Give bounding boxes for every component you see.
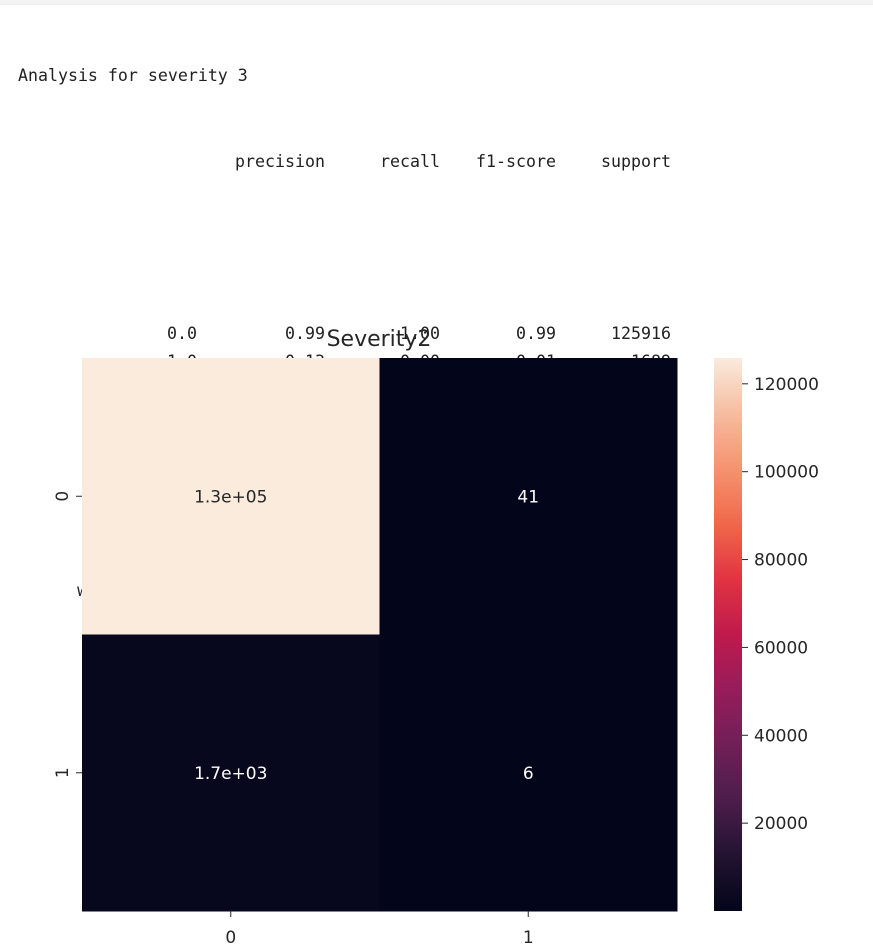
y-tick-label: 0 (53, 491, 73, 502)
colorbar-tick-label: 120000 (754, 375, 819, 395)
report-row-label: 0.0 (166, 323, 197, 343)
chart-title: Severity2 (327, 327, 432, 352)
heatmap-cell (379, 358, 678, 635)
col-header-f1: f1-score (476, 151, 556, 171)
x-tick-label: 1 (523, 928, 534, 948)
cell-annotation: 1.3e+05 (194, 487, 267, 507)
report-column-headers: precision recall f1-score support (18, 148, 671, 177)
colorbar-tick-label: 60000 (754, 638, 808, 658)
heatmap-cell (82, 634, 380, 912)
x-tick-label: 0 (225, 928, 236, 948)
report-cell-f1: 0.99 (516, 323, 556, 343)
cell-annotation: 6 (523, 764, 534, 784)
y-axis: 01 (53, 491, 82, 778)
colorbar-tick-label: 20000 (754, 814, 808, 834)
report-cell-support: 125916 (611, 323, 671, 343)
report-header-line: Analysis for severity 3 (18, 62, 248, 91)
cell-annotation: 1.7e+03 (194, 764, 267, 784)
heatmap-cell (82, 358, 380, 635)
y-tick-label: 1 (53, 767, 73, 778)
col-header-support: support (601, 151, 671, 171)
colorbar-tick-label: 40000 (754, 726, 808, 746)
col-header-precision: precision (235, 151, 325, 171)
colorbar-tick-label: 100000 (754, 463, 819, 483)
report-title: Analysis for severity 3 (18, 66, 248, 86)
cell-divider (0, 0, 873, 5)
colorbar (714, 358, 742, 911)
report-cell-precision: 0.99 (285, 323, 325, 343)
colorbar-axis: 20000 40000 60000 80000 100000 120000 (742, 375, 819, 834)
col-header-recall: recall (380, 151, 440, 171)
colorbar-tick-label: 80000 (754, 551, 808, 571)
report-cell-recall: 1.00 (400, 323, 440, 343)
heatmap-cells: 1.3e+05 41 1.7e+03 6 (82, 358, 678, 912)
cell-annotation: 41 (517, 487, 539, 507)
heatmap-cell (379, 634, 678, 912)
report-row: 0.0 0.99 1.00 0.99 125916 (18, 320, 671, 349)
